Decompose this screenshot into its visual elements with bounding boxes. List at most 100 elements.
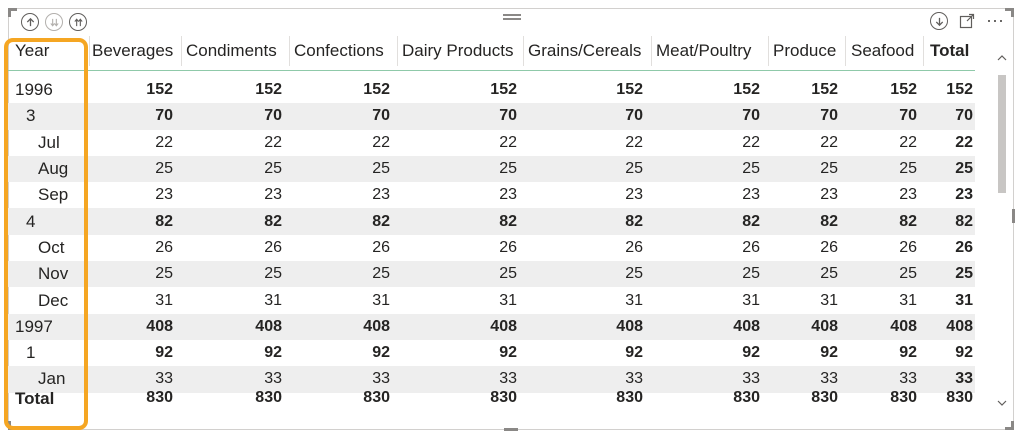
value-cell[interactable]: 22 [742, 133, 760, 151]
value-cell[interactable]: 152 [811, 81, 838, 99]
value-cell[interactable]: 22 [625, 133, 643, 151]
column-divider[interactable] [397, 36, 398, 66]
column-divider[interactable] [845, 36, 846, 66]
table-row[interactable]: Dec 31 31 31 31 31 31 31 31 31 [5, 287, 975, 313]
column-header[interactable]: Dairy Products [402, 41, 514, 60]
resize-handle-bottom[interactable] [504, 428, 518, 431]
column-divider[interactable] [651, 36, 652, 66]
grand-total-cell[interactable]: 830 [255, 389, 282, 406]
value-cell[interactable]: 26 [499, 238, 517, 256]
value-cell[interactable]: 82 [625, 212, 643, 230]
table-row[interactable]: 1996 152 152 152 152 152 152 152 152 152 [5, 77, 975, 103]
grand-total-cell[interactable]: 830 [490, 389, 517, 406]
value-cell[interactable]: 25 [372, 265, 390, 283]
value-cell[interactable]: 23 [820, 186, 838, 204]
value-cell[interactable]: 23 [742, 186, 760, 204]
value-cell[interactable]: 152 [490, 81, 517, 99]
value-cell[interactable]: 82 [155, 212, 173, 230]
row-header[interactable]: 1996 [15, 80, 53, 100]
value-cell[interactable]: 82 [264, 212, 282, 230]
value-cell[interactable]: 22 [499, 133, 517, 151]
value-cell[interactable]: 33 [264, 370, 282, 388]
expand-all-icon[interactable] [69, 13, 87, 31]
value-cell[interactable]: 92 [155, 344, 173, 362]
column-header[interactable]: Seafood [851, 41, 915, 60]
row-total-cell[interactable]: 31 [955, 291, 973, 309]
value-cell[interactable]: 25 [899, 160, 917, 178]
table-row[interactable]: 3 70 70 70 70 70 70 70 70 70 [5, 103, 975, 130]
drag-handle-icon[interactable] [503, 14, 521, 22]
vertical-scrollbar[interactable] [995, 53, 1009, 413]
value-cell[interactable]: 22 [264, 133, 282, 151]
value-cell[interactable]: 23 [372, 186, 390, 204]
value-cell[interactable]: 31 [742, 291, 760, 309]
value-cell[interactable]: 70 [742, 107, 760, 125]
value-cell[interactable]: 408 [490, 317, 517, 335]
table-row[interactable]: Aug 25 25 25 25 25 25 25 25 25 [5, 155, 975, 183]
value-cell[interactable]: 23 [264, 186, 282, 204]
value-cell[interactable]: 152 [616, 81, 643, 99]
column-header[interactable]: Total [930, 41, 970, 60]
row-header[interactable]: Dec [38, 290, 69, 310]
value-cell[interactable]: 22 [899, 133, 917, 151]
value-cell[interactable]: 25 [499, 160, 517, 178]
row-total-cell[interactable]: 23 [955, 186, 973, 204]
column-divider[interactable] [923, 36, 924, 66]
table-row[interactable]: Nov 25 25 25 25 25 25 25 25 25 [5, 261, 975, 288]
row-header[interactable]: Jul [38, 132, 60, 152]
value-cell[interactable]: 25 [264, 265, 282, 283]
value-cell[interactable]: 25 [155, 160, 173, 178]
value-cell[interactable]: 33 [499, 370, 517, 388]
value-cell[interactable]: 70 [820, 107, 838, 125]
value-cell[interactable]: 33 [155, 370, 173, 388]
value-cell[interactable]: 31 [264, 291, 282, 309]
table-row[interactable]: 1997 408 408 408 408 408 408 408 408 408 [5, 313, 975, 340]
value-cell[interactable]: 152 [363, 81, 390, 99]
table-row[interactable]: 1 92 92 92 92 92 92 92 92 92 [5, 340, 975, 366]
value-cell[interactable]: 408 [363, 317, 390, 335]
row-header[interactable]: 1997 [15, 316, 53, 336]
row-total-cell[interactable]: 22 [955, 133, 973, 151]
value-cell[interactable]: 23 [899, 186, 917, 204]
row-header[interactable]: Oct [38, 237, 65, 257]
value-cell[interactable]: 70 [499, 107, 517, 125]
value-cell[interactable]: 31 [625, 291, 643, 309]
row-total-cell[interactable]: 25 [955, 160, 973, 178]
row-header[interactable]: Sep [38, 185, 69, 205]
value-cell[interactable]: 33 [742, 370, 760, 388]
grand-total-cell[interactable]: 830 [733, 389, 760, 406]
row-total-cell[interactable]: 70 [955, 107, 973, 125]
value-cell[interactable]: 25 [372, 160, 390, 178]
table-row[interactable]: 4 82 82 82 82 82 82 82 82 82 [5, 208, 975, 235]
value-cell[interactable]: 92 [820, 344, 838, 362]
value-cell[interactable]: 70 [155, 107, 173, 125]
value-cell[interactable]: 25 [742, 265, 760, 283]
row-total-cell[interactable]: 408 [946, 317, 973, 335]
column-divider[interactable] [89, 36, 90, 66]
value-cell[interactable]: 92 [625, 344, 643, 362]
column-header[interactable]: Confections [294, 41, 384, 60]
column-header[interactable]: Meat/Poultry [656, 41, 752, 60]
row-header[interactable]: Aug [38, 159, 69, 179]
value-cell[interactable]: 25 [820, 265, 838, 283]
value-cell[interactable]: 152 [255, 81, 282, 99]
value-cell[interactable]: 70 [372, 107, 390, 125]
grand-total-cell[interactable]: 830 [363, 389, 390, 406]
value-cell[interactable]: 70 [264, 107, 282, 125]
value-cell[interactable]: 22 [372, 133, 390, 151]
value-cell[interactable]: 408 [890, 317, 917, 335]
grand-total-cell[interactable]: 830 [146, 389, 173, 406]
value-cell[interactable]: 152 [733, 81, 760, 99]
row-total-cell[interactable]: 25 [955, 265, 973, 283]
column-divider[interactable] [289, 36, 290, 66]
more-options-icon[interactable]: ⋯ [986, 11, 1005, 31]
column-header[interactable]: Produce [773, 41, 837, 60]
value-cell[interactable]: 23 [625, 186, 643, 204]
row-header[interactable]: 3 [26, 106, 36, 126]
value-cell[interactable]: 26 [264, 238, 282, 256]
value-cell[interactable]: 25 [155, 265, 173, 283]
drill-down-toggle-icon[interactable] [930, 12, 948, 30]
value-cell[interactable]: 25 [820, 160, 838, 178]
value-cell[interactable]: 25 [742, 160, 760, 178]
row-header[interactable]: Nov [38, 264, 69, 284]
